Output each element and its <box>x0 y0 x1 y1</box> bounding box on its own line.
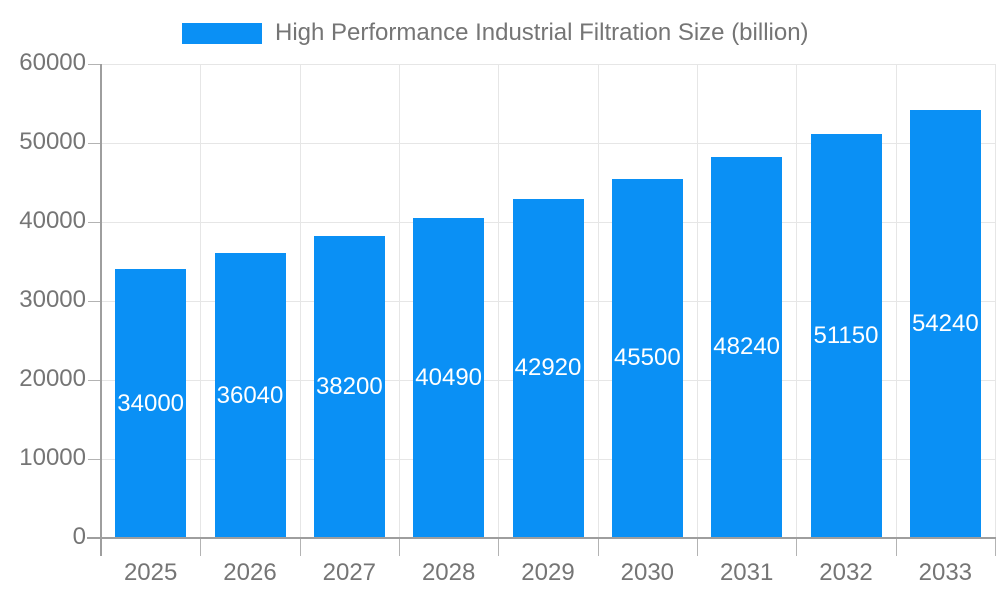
y-axis-tick <box>88 380 101 381</box>
bar-value-label: 48240 <box>713 333 781 361</box>
bar-value-label: 51150 <box>813 321 879 349</box>
legend-item[interactable]: High Performance Industrial Filtration S… <box>182 19 809 47</box>
bar[interactable] <box>214 253 286 538</box>
bar-value-label: 36040 <box>216 381 284 409</box>
x-tick-label: 2028 <box>421 559 476 586</box>
bar[interactable] <box>413 218 485 538</box>
x-tick-label: 2033 <box>918 559 973 586</box>
bar[interactable] <box>512 198 584 538</box>
x-axis-tick <box>597 539 599 556</box>
x-axis-tick <box>299 539 301 556</box>
gridline-vertical <box>597 64 599 538</box>
x-tick-label: 2029 <box>521 559 575 586</box>
x-axis-line <box>87 537 996 539</box>
y-axis-tick <box>88 222 101 223</box>
y-axis-tick <box>88 459 101 460</box>
y-tick-label: 20000 <box>19 364 86 392</box>
x-tick-label: 2026 <box>223 559 277 586</box>
gridline-vertical <box>399 64 400 538</box>
x-axis-tick <box>995 539 996 556</box>
y-axis-line <box>100 64 102 556</box>
y-tick-label: 30000 <box>19 285 86 313</box>
x-axis-tick <box>498 539 500 556</box>
x-axis-tick <box>796 539 798 556</box>
gridline-vertical <box>498 64 500 538</box>
bar-value-label: 54240 <box>911 309 979 337</box>
x-axis-tick <box>697 539 698 556</box>
y-tick-label: 10000 <box>19 443 86 471</box>
bar-value-label: 34000 <box>117 389 185 417</box>
x-tick-label: 2031 <box>719 559 774 586</box>
gridline-vertical <box>299 64 301 538</box>
x-tick-label: 2027 <box>322 559 377 586</box>
legend-label: High Performance Industrial Filtration S… <box>275 19 809 46</box>
bar[interactable] <box>611 178 683 538</box>
y-axis-tick <box>88 64 101 65</box>
x-tick-label: 2025 <box>123 559 178 586</box>
bar-value-label: 45500 <box>613 344 681 372</box>
x-tick-label: 2030 <box>620 559 675 586</box>
bar[interactable] <box>810 133 882 538</box>
x-axis-tick <box>399 539 400 556</box>
y-axis-tick <box>88 301 101 302</box>
gridline-horizontal <box>101 64 995 65</box>
x-tick-label: 2032 <box>819 559 873 586</box>
y-tick-label: 40000 <box>19 206 86 234</box>
gridline-vertical <box>200 64 202 538</box>
gridline-vertical <box>995 64 996 538</box>
y-tick-label: 50000 <box>19 127 86 155</box>
x-axis-tick <box>200 539 202 556</box>
gridline-vertical <box>796 64 798 538</box>
y-axis-tick <box>88 143 101 144</box>
bar[interactable] <box>313 236 385 538</box>
bar[interactable] <box>711 156 783 538</box>
gridline-horizontal <box>101 143 995 144</box>
gridline-vertical <box>895 64 897 538</box>
bar[interactable] <box>909 109 981 538</box>
bar-value-label: 40490 <box>415 364 483 392</box>
gridline-vertical <box>697 64 698 538</box>
bar-value-label: 38200 <box>315 373 383 401</box>
y-tick-label: 0 <box>72 522 86 550</box>
x-axis-tick <box>895 539 897 556</box>
legend-swatch <box>182 22 262 44</box>
bar[interactable] <box>115 269 187 538</box>
bar-value-label: 42920 <box>514 354 582 382</box>
y-tick-label: 60000 <box>19 48 86 76</box>
